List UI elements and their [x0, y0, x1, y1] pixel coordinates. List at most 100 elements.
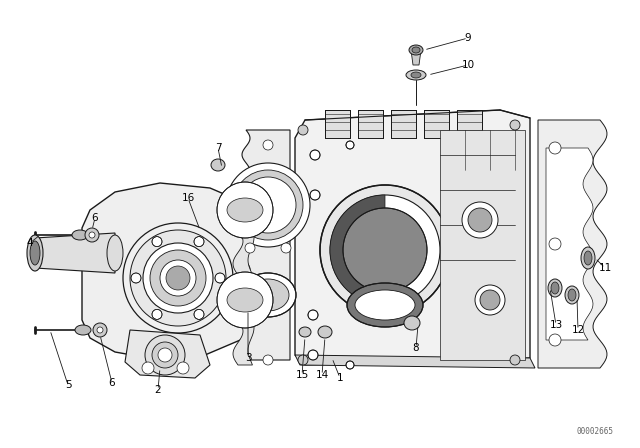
Text: 14: 14: [316, 370, 328, 380]
Circle shape: [215, 273, 225, 283]
Text: 12: 12: [572, 325, 584, 335]
Ellipse shape: [227, 288, 263, 312]
Circle shape: [142, 362, 154, 374]
Polygon shape: [295, 110, 530, 365]
Text: 5: 5: [65, 380, 71, 390]
Ellipse shape: [355, 290, 415, 320]
Circle shape: [143, 243, 213, 313]
Ellipse shape: [75, 325, 91, 335]
Ellipse shape: [30, 241, 40, 265]
Circle shape: [217, 182, 273, 238]
Ellipse shape: [565, 286, 579, 304]
Polygon shape: [546, 148, 593, 340]
Circle shape: [281, 243, 291, 253]
Circle shape: [330, 195, 440, 305]
Circle shape: [346, 141, 354, 149]
Ellipse shape: [240, 273, 296, 317]
Circle shape: [166, 266, 190, 290]
Text: 9: 9: [465, 33, 471, 43]
Text: 16: 16: [181, 193, 195, 203]
Polygon shape: [440, 130, 525, 360]
Circle shape: [245, 243, 255, 253]
Polygon shape: [125, 330, 210, 378]
Text: 7: 7: [214, 143, 221, 153]
Polygon shape: [411, 50, 421, 65]
Ellipse shape: [347, 283, 423, 327]
Ellipse shape: [584, 251, 592, 265]
Polygon shape: [538, 120, 607, 368]
Text: 6: 6: [109, 378, 115, 388]
Circle shape: [152, 310, 162, 319]
Circle shape: [131, 273, 141, 283]
Ellipse shape: [406, 70, 426, 80]
Ellipse shape: [72, 230, 88, 240]
Circle shape: [194, 310, 204, 319]
Polygon shape: [295, 355, 535, 368]
Circle shape: [480, 290, 500, 310]
Wedge shape: [330, 195, 385, 305]
Text: 4: 4: [27, 238, 33, 248]
Circle shape: [240, 177, 296, 233]
Circle shape: [158, 348, 172, 362]
Ellipse shape: [551, 282, 559, 294]
Ellipse shape: [227, 198, 263, 222]
Ellipse shape: [107, 235, 123, 271]
Circle shape: [346, 361, 354, 369]
Ellipse shape: [27, 235, 43, 271]
Circle shape: [233, 170, 303, 240]
Text: 00002665: 00002665: [577, 427, 614, 436]
Circle shape: [160, 260, 196, 296]
Ellipse shape: [85, 228, 99, 242]
Polygon shape: [325, 110, 350, 138]
Circle shape: [310, 150, 320, 160]
Circle shape: [152, 342, 178, 368]
Circle shape: [549, 238, 561, 250]
Text: 13: 13: [549, 320, 563, 330]
Polygon shape: [424, 110, 449, 138]
Circle shape: [298, 125, 308, 135]
Ellipse shape: [93, 323, 107, 337]
Ellipse shape: [568, 289, 576, 301]
Polygon shape: [457, 110, 482, 138]
Circle shape: [343, 208, 427, 292]
Ellipse shape: [409, 45, 423, 55]
Ellipse shape: [581, 247, 595, 269]
Circle shape: [510, 355, 520, 365]
Circle shape: [549, 334, 561, 346]
Text: 15: 15: [296, 370, 308, 380]
Circle shape: [177, 362, 189, 374]
Ellipse shape: [411, 72, 421, 78]
Circle shape: [308, 350, 318, 360]
Circle shape: [152, 237, 162, 247]
Ellipse shape: [318, 326, 332, 338]
Circle shape: [468, 208, 492, 232]
Circle shape: [123, 223, 233, 333]
Circle shape: [462, 202, 498, 238]
Polygon shape: [391, 110, 416, 138]
Circle shape: [150, 250, 206, 306]
Text: 6: 6: [92, 213, 99, 223]
Polygon shape: [82, 183, 248, 360]
Circle shape: [308, 310, 318, 320]
Circle shape: [217, 272, 273, 328]
Text: 11: 11: [598, 263, 612, 273]
Text: 2: 2: [155, 385, 161, 395]
Circle shape: [549, 142, 561, 154]
Text: 1: 1: [337, 373, 343, 383]
Text: 10: 10: [461, 60, 475, 70]
Circle shape: [510, 120, 520, 130]
Text: 8: 8: [413, 343, 419, 353]
Polygon shape: [35, 233, 115, 273]
Polygon shape: [233, 185, 254, 365]
Circle shape: [226, 163, 310, 247]
Ellipse shape: [211, 159, 225, 171]
Polygon shape: [358, 110, 383, 138]
Ellipse shape: [299, 327, 311, 337]
Polygon shape: [242, 130, 290, 360]
Ellipse shape: [412, 47, 420, 53]
Circle shape: [320, 185, 450, 315]
Circle shape: [310, 190, 320, 200]
Circle shape: [97, 327, 103, 333]
Circle shape: [475, 285, 505, 315]
Circle shape: [298, 355, 308, 365]
